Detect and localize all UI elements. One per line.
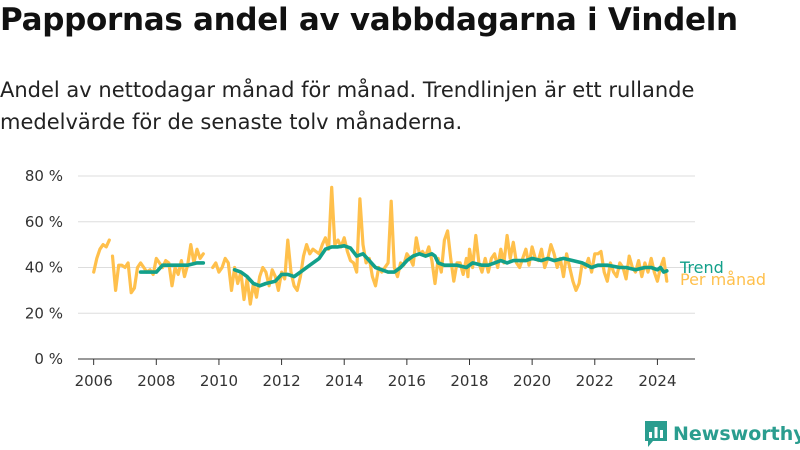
x-tick-label: 2006 [75, 372, 113, 390]
trend-series-label: Trend [679, 258, 724, 277]
trend-line-segment [232, 244, 669, 288]
y-tick-label: 60 % [25, 213, 63, 231]
x-tick-label: 2010 [200, 372, 238, 390]
chart-title: Pappornas andel av vabbdagarna i Vindeln [0, 2, 738, 38]
y-tick-label: 0 % [34, 350, 63, 368]
gridlines [78, 175, 695, 314]
chart-subtitle: Andel av nettodagar månad för månad. Tre… [0, 78, 695, 134]
x-tick-label: 2020 [513, 372, 551, 390]
x-tick-label: 2014 [325, 372, 363, 390]
newsworthy-logo: Newsworthy [645, 421, 800, 447]
x-tick-label: 2024 [638, 372, 676, 390]
series-lines [92, 185, 669, 306]
x-tick-label: 2012 [262, 372, 300, 390]
y-tick-label: 80 % [25, 167, 63, 185]
newsworthy-logo-icon [645, 421, 667, 447]
y-tick-label: 20 % [25, 304, 63, 322]
trend-line-segment [138, 261, 206, 274]
x-tick-label: 2022 [576, 372, 614, 390]
x-tick-label: 2008 [137, 372, 175, 390]
y-tick-label: 40 % [25, 259, 63, 277]
monthly-line-segment [92, 238, 111, 274]
y-axis-ticks: 0 % 20 % 40 % 60 % 80 % [25, 167, 63, 368]
x-axis-ticks: 2006 2008 2010 2012 2014 2016 2018 2020 2022 2024 [75, 359, 677, 390]
monthly-series-label: Per månad [680, 270, 766, 289]
x-tick-label: 2018 [450, 372, 488, 390]
brand-name: Newsworthy [673, 423, 800, 445]
x-tick-label: 2016 [388, 372, 426, 390]
monthly-line-segment [211, 185, 669, 306]
monthly-line-segment [110, 243, 205, 295]
